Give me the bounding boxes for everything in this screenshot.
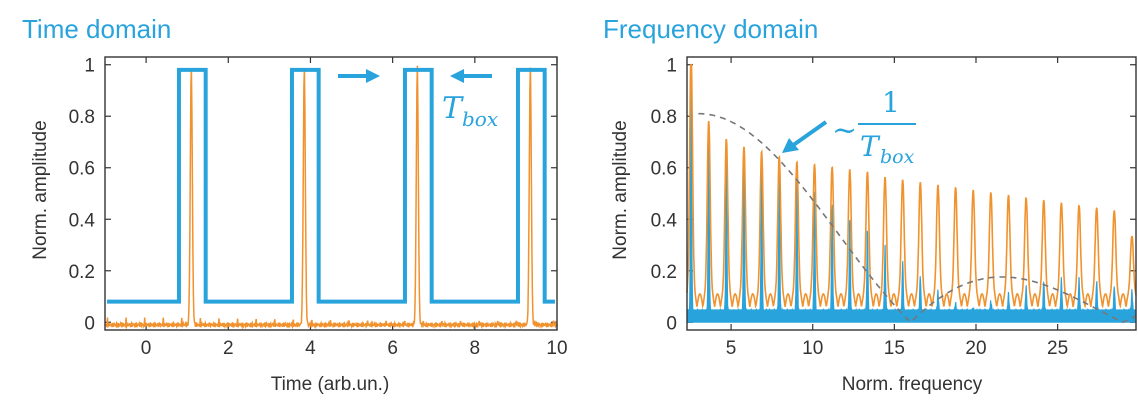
time-xtick-label: 10	[546, 338, 567, 359]
time-xlabel: Time (arb.un.)	[271, 374, 390, 395]
envelope-arrow-shaft	[790, 120, 828, 148]
frequency-xtick-label: 15	[884, 338, 905, 359]
frequency-ytick-label: 0.2	[651, 262, 677, 283]
frequency-ytick-label: 0.6	[651, 159, 677, 180]
frequency-ytick-label: 0	[666, 313, 677, 334]
inverse-tbox-subscript: box	[880, 146, 915, 168]
left-arrow-head	[450, 69, 464, 83]
sinc-envelope	[698, 112, 1137, 324]
pulse-spectrum	[686, 63, 1137, 309]
time-ytick-label: 0.2	[69, 262, 95, 283]
frequency-domain-title: Frequency domain	[603, 14, 818, 44]
frequency-domain-plot: 5 10 15 20 25 0 0.2 0.4 0.6 0.8 1	[651, 56, 1137, 359]
time-ytick-label: 1	[84, 56, 95, 77]
frequency-xlabel: Norm. frequency	[842, 374, 983, 395]
time-xtick-label: 4	[305, 338, 316, 359]
envelope-arrow-head	[782, 138, 799, 153]
inverse-tbox-symbol: T	[860, 130, 881, 163]
pulse-trace	[104, 65, 558, 330]
frequency-xtick-label: 25	[1047, 338, 1068, 359]
tbox-symbol: T	[442, 91, 464, 126]
time-xtick-label: 0	[141, 338, 152, 359]
frequency-ytick-label: 1	[666, 56, 677, 77]
frequency-ytick-label: 0.8	[651, 107, 677, 128]
tbox-subscript: box	[462, 107, 498, 131]
time-domain-plot: 0 2 4 6 8 10 0 0.2 0.4 0.6 0.8 1	[69, 56, 568, 359]
time-xtick-label: 6	[387, 338, 398, 359]
time-ytick-label: 0.4	[69, 210, 96, 231]
frequency-ylabel: Norm. amplitude	[610, 120, 631, 259]
inverse-tbox-numerator: 1	[882, 86, 900, 119]
frequency-xtick-label: 20	[965, 338, 986, 359]
time-xtick-label: 8	[470, 338, 481, 359]
time-domain-title: Time domain	[22, 14, 171, 44]
right-arrow-head	[366, 69, 380, 83]
box-function	[107, 67, 555, 304]
time-ytick-label: 0.6	[69, 159, 95, 180]
frequency-xtick-label: 10	[802, 338, 823, 359]
frequency-xtick-label: 5	[726, 338, 737, 359]
comb-spectrum	[686, 64, 1137, 323]
time-frame	[104, 56, 558, 331]
inverse-tbox-prefix: ~	[832, 113, 857, 148]
time-ytick-label: 0.8	[69, 107, 95, 128]
time-xtick-label: 2	[223, 338, 234, 359]
frequency-ytick-label: 0.4	[651, 210, 678, 231]
inverse-tbox-annotation: ~ 1 T box	[832, 86, 916, 168]
time-ylabel: Norm. amplitude	[30, 120, 51, 259]
frequency-frame	[686, 56, 1137, 331]
time-ytick-label: 0	[84, 313, 95, 334]
tbox-annotation: T box	[442, 91, 498, 131]
